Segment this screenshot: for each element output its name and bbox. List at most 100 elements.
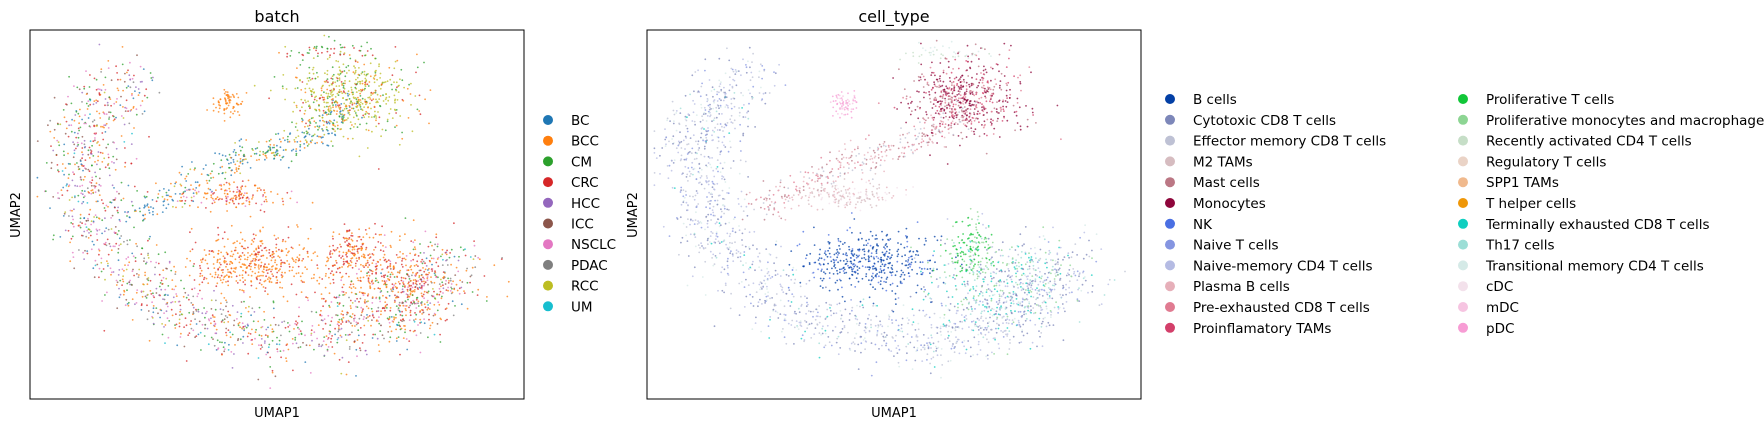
cell-point — [734, 231, 737, 234]
cell-point — [274, 261, 276, 264]
cell-point — [752, 85, 755, 88]
cell-point — [88, 170, 91, 173]
cell-point — [425, 257, 428, 260]
cell-point — [243, 300, 245, 303]
cell-point — [156, 213, 159, 216]
cell-point — [100, 125, 102, 128]
cell-point — [855, 332, 858, 335]
cell-point — [760, 282, 763, 285]
cell-point — [326, 256, 329, 259]
cell-point — [185, 180, 188, 182]
cell-point — [996, 322, 998, 325]
cell-point — [283, 261, 285, 264]
cell-point — [397, 91, 400, 93]
cell-point — [36, 140, 39, 143]
cell-point — [953, 322, 956, 325]
cell-point — [395, 313, 397, 316]
cell-point — [995, 301, 998, 303]
cell-point — [371, 337, 374, 339]
cell-point — [367, 280, 370, 282]
cell-point — [378, 350, 381, 353]
cell-point — [124, 304, 127, 307]
cell-point — [255, 248, 258, 251]
cell-point — [110, 249, 113, 252]
cell-point — [117, 259, 120, 262]
cell-point — [230, 162, 232, 164]
cell-point — [870, 342, 873, 344]
cell-point — [79, 126, 82, 129]
cell-point — [1050, 314, 1052, 316]
cell-point — [469, 281, 471, 284]
cell-point — [668, 140, 670, 143]
cell-point — [107, 156, 110, 159]
cell-point — [176, 344, 179, 347]
cell-point — [358, 300, 360, 303]
cell-point — [175, 293, 178, 295]
cell-point — [719, 123, 722, 125]
cell-point — [76, 141, 79, 144]
cell-point — [303, 132, 305, 134]
cell-point — [446, 318, 448, 321]
cell-point — [63, 173, 65, 176]
cell-point — [94, 191, 97, 194]
cell-point — [145, 262, 147, 265]
cell-point — [436, 258, 439, 260]
cell-point — [295, 150, 297, 153]
cell-point — [208, 250, 211, 252]
cell-point — [856, 304, 858, 307]
cell-point — [225, 251, 228, 254]
cell-point — [697, 69, 699, 72]
cell-point — [300, 89, 303, 91]
cell-point — [120, 115, 123, 117]
cell-point — [393, 318, 395, 321]
cell-point — [71, 179, 74, 182]
cell-point — [338, 115, 341, 117]
cell-point — [698, 222, 700, 224]
cell-point — [326, 78, 329, 80]
cell-point — [317, 324, 320, 326]
cell-point — [303, 147, 306, 149]
cell-point — [1005, 301, 1008, 303]
cell-point — [140, 290, 143, 293]
cell-point — [348, 346, 351, 348]
cell-point — [925, 313, 928, 316]
cell-point — [685, 119, 688, 122]
cell-point — [901, 330, 904, 333]
cell-point — [203, 249, 206, 251]
cell-point — [423, 303, 426, 306]
cell-point — [365, 262, 368, 265]
cell-point — [395, 88, 397, 91]
cell-point — [144, 213, 147, 216]
cell-point — [329, 250, 332, 253]
cell-point — [361, 292, 364, 295]
legend-marker — [543, 197, 553, 208]
cell-point — [172, 205, 174, 208]
cell-point — [92, 191, 95, 194]
cell-point — [807, 310, 810, 312]
cell-point — [268, 268, 271, 271]
cell-point — [415, 302, 418, 305]
cell-point — [680, 189, 682, 192]
cell-point — [126, 243, 129, 246]
cell-point — [325, 343, 328, 346]
cell-point — [254, 257, 257, 260]
cell-point — [800, 295, 802, 298]
cell-point — [342, 90, 345, 92]
cell-point — [241, 276, 244, 279]
cell-point — [1048, 253, 1050, 256]
cell-point — [248, 203, 251, 206]
cell-point — [356, 106, 358, 109]
cell-point — [997, 323, 1000, 326]
cell-point — [329, 282, 332, 285]
cell-point — [409, 93, 412, 95]
cell-point — [351, 44, 354, 47]
cell-point — [222, 255, 225, 258]
cell-point — [699, 220, 702, 223]
cell-point — [455, 283, 458, 286]
cell-point — [106, 104, 109, 107]
cell-point — [226, 107, 229, 109]
cell-point — [711, 86, 714, 89]
cell-point — [246, 335, 249, 338]
cell-point — [331, 270, 333, 273]
cell-point — [158, 273, 161, 276]
